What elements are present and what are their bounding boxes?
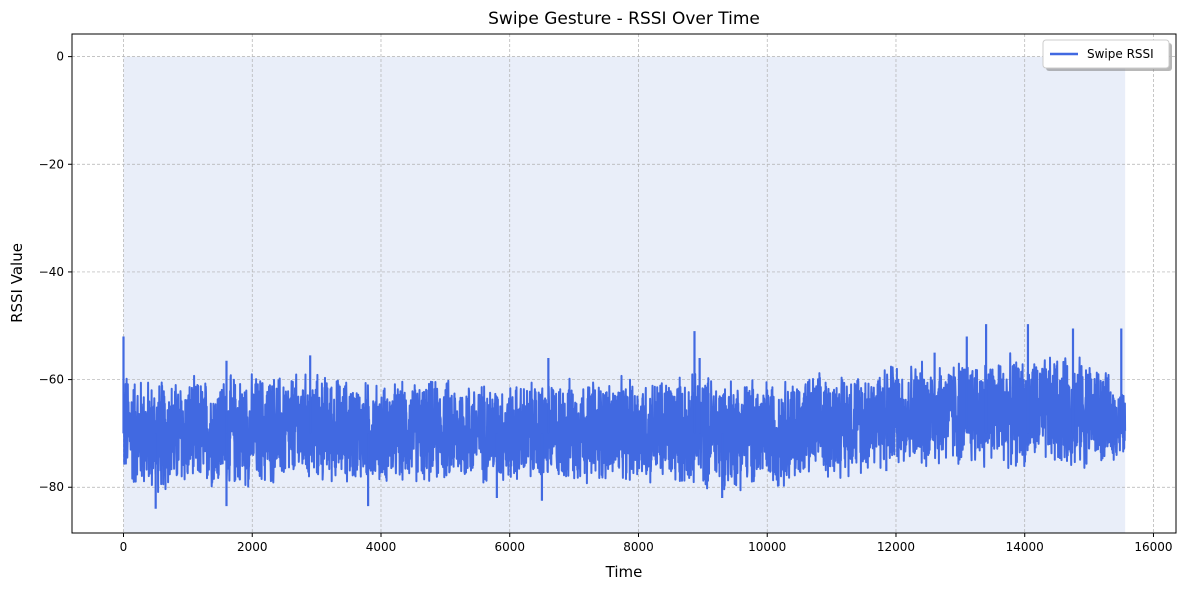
y-tick-label: −80 — [39, 480, 64, 494]
x-tick-label: 2000 — [237, 540, 268, 554]
y-axis-ticks: 0 −20 −40 −60 −80 — [39, 50, 72, 494]
series-swipe-rssi — [122, 324, 1127, 509]
x-tick-label: 16000 — [1134, 540, 1172, 554]
x-tick-label: 6000 — [494, 540, 525, 554]
x-tick-label: 12000 — [877, 540, 915, 554]
legend-box — [1042, 39, 1170, 69]
y-tick-label: 0 — [56, 50, 64, 64]
series-line — [122, 352, 1127, 493]
y-tick-label: −20 — [39, 157, 64, 171]
x-tick-label: 8000 — [623, 540, 654, 554]
x-tick-label: 4000 — [366, 540, 397, 554]
y-tick-label: −40 — [39, 265, 64, 279]
legend: Swipe RSSI — [1042, 39, 1172, 71]
x-tick-label: 14000 — [1006, 540, 1044, 554]
plot-frame — [71, 33, 1177, 534]
x-axis-label: Time — [605, 563, 643, 581]
x-tick-label: 0 — [120, 540, 128, 554]
legend-label-swipe-rssi: Swipe RSSI — [1087, 47, 1154, 61]
y-axis-label: RSSI Value — [8, 243, 26, 323]
y-tick-label: −60 — [39, 373, 64, 387]
x-tick-label: 10000 — [748, 540, 786, 554]
chart-title: Swipe Gesture - RSSI Over Time — [488, 9, 760, 29]
x-axis-ticks: 0 2000 4000 6000 8000 10000 12000 14000 16000 — [120, 533, 1173, 554]
